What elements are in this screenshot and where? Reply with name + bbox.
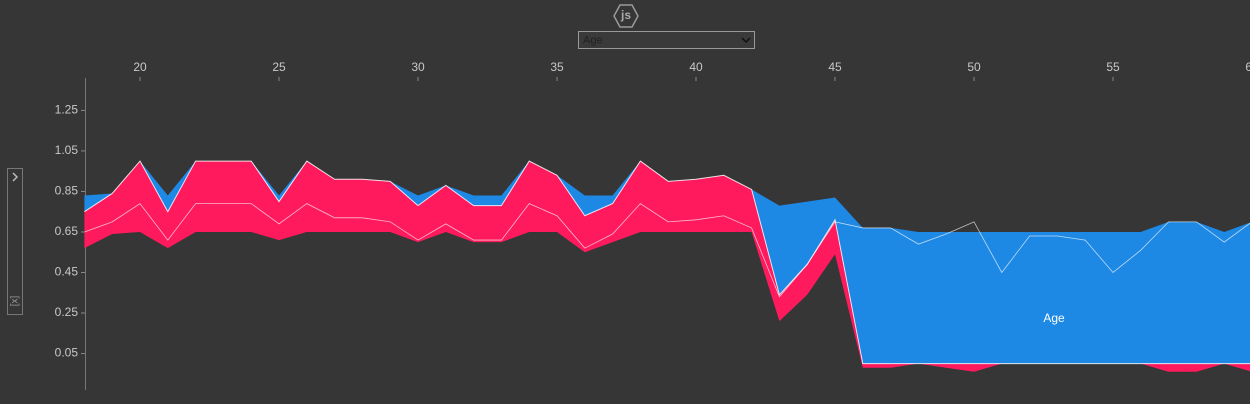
x-tick-label: 20 bbox=[133, 60, 147, 74]
dropdown-box bbox=[578, 31, 755, 49]
plot bbox=[84, 160, 1250, 372]
side-panel-arrow bbox=[12, 172, 19, 182]
logo-text: js bbox=[620, 8, 631, 22]
side-panel-box bbox=[7, 168, 23, 315]
x-tick-label: 25 bbox=[272, 60, 286, 74]
x-tick-label: 35 bbox=[550, 60, 564, 74]
y-tick-label: 0.45 bbox=[55, 265, 79, 279]
y-tick-label: 1.05 bbox=[55, 143, 79, 157]
band-edge bbox=[84, 160, 1250, 365]
x-tick-label: 30 bbox=[411, 60, 425, 74]
y-tick-label: 0.05 bbox=[55, 346, 79, 360]
y-tick-label: 1.25 bbox=[55, 103, 79, 117]
dropdown[interactable]: Age bbox=[578, 31, 755, 49]
y-tick-label: 0.85 bbox=[55, 184, 79, 198]
logo[interactable]: js bbox=[613, 4, 639, 28]
y-tick-label: 0.65 bbox=[55, 224, 79, 238]
side-panel-label: [x] bbox=[10, 296, 21, 307]
x-tick-label: 50 bbox=[967, 60, 981, 74]
dropdown-chevron bbox=[741, 37, 751, 44]
logo-hexagon bbox=[613, 4, 639, 28]
x-tick-label: 45 bbox=[828, 60, 842, 74]
dropdown-text: Age bbox=[583, 34, 603, 46]
x-tick-label: 40 bbox=[689, 60, 703, 74]
band-area bbox=[84, 161, 1250, 364]
y-tick-label: 0.25 bbox=[55, 305, 79, 319]
annotation: Age bbox=[1043, 311, 1065, 325]
median-line bbox=[84, 203, 1250, 298]
band-area bbox=[84, 161, 1250, 372]
x-tick-label: 55 bbox=[1106, 60, 1120, 74]
side-panel[interactable]: [x] bbox=[7, 168, 23, 315]
x-tick-label: 60 bbox=[1245, 60, 1250, 74]
